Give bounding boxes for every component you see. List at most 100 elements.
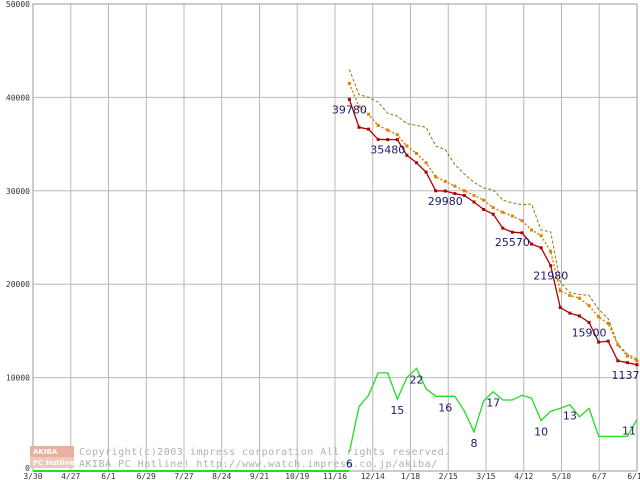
x-tick-label: 6/7 [592, 472, 607, 480]
shop-count-line [348, 367, 638, 453]
avg-price-point [520, 219, 524, 223]
x-tick-label: 11/16 [323, 472, 347, 480]
avg-price-point [577, 296, 581, 300]
x-tick-label: 2/15 [439, 472, 458, 480]
x-tick-label: 4/12 [514, 472, 533, 480]
x-tick-label: 3/30 [23, 472, 42, 480]
min-price-point [587, 320, 591, 324]
min-price-point [597, 340, 601, 344]
logo-bottom-text: PC Hotline! [33, 459, 77, 467]
min-price-point [453, 192, 457, 196]
avg-price-point [395, 133, 399, 137]
grid [32, 3, 638, 472]
logo-top-text: AKIBA [33, 448, 58, 456]
site-url-line: AKIBA PC Hotline! http://www.watch.impre… [79, 459, 438, 470]
min-price-data-label: 15900 [572, 326, 607, 339]
shop-count-data-label: 8 [471, 437, 478, 450]
data-labels: 39780 35480 29980 25570 21980 15900 11370 6 15 22… [332, 103, 640, 470]
x-tick-label: 10/19 [285, 472, 309, 480]
y-tick-label: 50000 [6, 0, 30, 9]
avg-price-point [376, 123, 380, 127]
min-price-point [539, 246, 543, 250]
min-price-point [357, 125, 361, 129]
x-tick-label: 5/10 [552, 472, 571, 480]
min-price-data-label: 11370 [612, 369, 640, 382]
avg-price-point [414, 151, 418, 155]
min-price-point [491, 212, 495, 216]
min-price-point [635, 363, 639, 367]
x-tick-label: 6/29 [137, 472, 156, 480]
avg-price-point [510, 214, 514, 218]
x-tick-label: 12/14 [361, 472, 385, 480]
max-price-line [348, 69, 638, 360]
x-tick-label: 6/1 [101, 472, 116, 480]
logo-bottom-block [30, 457, 74, 468]
min-price-point [367, 127, 371, 131]
x-tick-label: 6/14 [627, 472, 640, 480]
shop-count-data-label: 11 [622, 425, 636, 438]
x-tick-label: 9/21 [250, 472, 269, 480]
min-price-point [568, 311, 572, 315]
avg-price-point [443, 179, 447, 183]
min-price-point [386, 138, 390, 142]
avg-price-point [501, 210, 505, 214]
series-group [33, 69, 639, 472]
avg-price-point [635, 359, 639, 363]
avg-price-point [587, 304, 591, 308]
avg-price-point [568, 293, 572, 297]
min-price-point [347, 97, 351, 101]
min-price-point [530, 242, 534, 246]
shop-count-data-label: 16 [438, 401, 452, 414]
x-axis-ticks: 3/30 4/27 6/1 6/29 7/27 8/24 9/21 10/19 11/16 12/… [23, 472, 640, 480]
avg-price-point [625, 354, 629, 358]
shop-count-data-label: 15 [390, 404, 404, 417]
y-tick-label: 30000 [6, 187, 30, 196]
min-price-point [443, 189, 447, 193]
min-price-data-label: 35480 [370, 144, 405, 157]
avg-price-point [597, 315, 601, 319]
avg-price-point [558, 289, 562, 293]
avg-price-point [405, 144, 409, 148]
min-price-point [414, 161, 418, 165]
avg-price-point [530, 228, 534, 232]
min-price-line [348, 99, 638, 366]
avg-price-point [357, 105, 361, 109]
min-price-data-label: 39780 [332, 103, 367, 116]
avg-price-point [453, 184, 457, 188]
shop-count-data-label: 6 [346, 457, 353, 470]
min-price-point [625, 361, 629, 365]
min-price-data-label: 21980 [533, 270, 568, 283]
avg-price-point [434, 175, 438, 179]
min-price-point [424, 170, 428, 174]
min-price-point [501, 226, 505, 230]
x-tick-label: 8/24 [212, 472, 231, 480]
x-tick-label: 3/15 [476, 472, 495, 480]
min-price-point [558, 306, 562, 310]
min-price-point [577, 314, 581, 318]
avg-price-point [491, 206, 495, 210]
avg-price-point [424, 161, 428, 165]
min-price-point [472, 200, 476, 204]
min-price-data-label: 29980 [428, 195, 463, 208]
y-tick-label: 0 [25, 464, 30, 473]
watermark: AKIBA PC Hotline! Copyright(c)2003 impre… [30, 446, 451, 470]
shop-count-data-label: 22 [409, 373, 423, 386]
y-tick-label: 10000 [6, 374, 30, 383]
y-tick-label: 40000 [6, 93, 30, 102]
shop-count-data-label: 13 [563, 410, 577, 423]
min-price-point [482, 207, 486, 211]
avg-price-point [367, 112, 371, 116]
avg-price-point [549, 250, 553, 254]
copyright-line: Copyright(c)2003 impress corporation All… [79, 447, 451, 458]
x-tick-label: 7/27 [174, 472, 193, 480]
logo-top-block [30, 446, 74, 457]
min-price-point [520, 231, 524, 235]
min-price-point [616, 359, 620, 363]
avg-price-point [606, 321, 610, 325]
avg-price-point [462, 189, 466, 193]
min-price-point [405, 153, 409, 157]
avg-price-point [539, 234, 543, 238]
x-tick-label: 1/18 [401, 472, 420, 480]
min-price-point [376, 137, 380, 141]
